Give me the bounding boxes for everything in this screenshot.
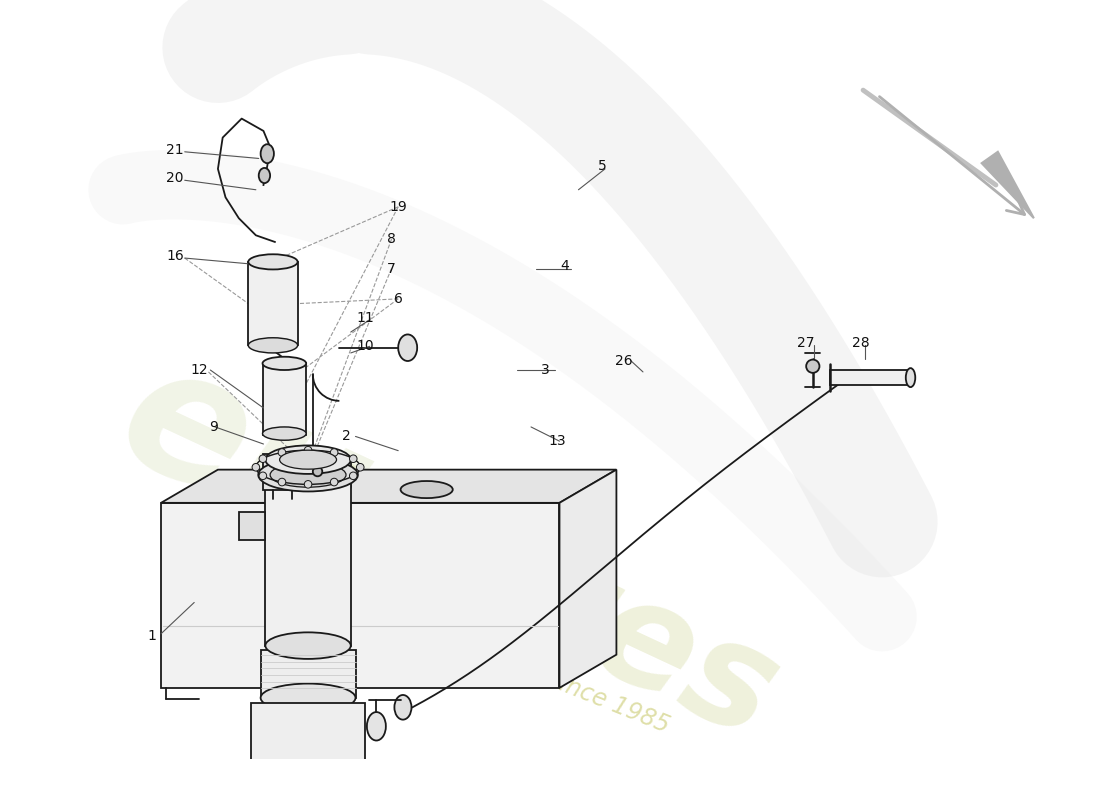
Ellipse shape <box>905 368 915 387</box>
Bar <box>251 702 365 778</box>
Text: 13: 13 <box>549 434 566 448</box>
Text: 16: 16 <box>166 249 184 263</box>
Bar <box>265 460 351 646</box>
Text: 12: 12 <box>190 363 208 377</box>
Ellipse shape <box>258 458 358 491</box>
Circle shape <box>806 359 820 373</box>
Polygon shape <box>981 152 1034 218</box>
Text: 19: 19 <box>389 200 407 214</box>
Ellipse shape <box>367 712 386 741</box>
Circle shape <box>356 463 364 471</box>
Text: a passion for parts since 1985: a passion for parts since 1985 <box>332 582 672 738</box>
Ellipse shape <box>258 168 271 183</box>
Ellipse shape <box>271 462 346 487</box>
Text: 27: 27 <box>798 337 815 350</box>
Text: 3: 3 <box>541 363 550 377</box>
Circle shape <box>252 463 260 471</box>
Bar <box>264 454 312 490</box>
Text: euro: euro <box>94 325 588 681</box>
Text: 1: 1 <box>147 629 156 642</box>
Ellipse shape <box>263 357 306 370</box>
Circle shape <box>350 472 358 480</box>
Ellipse shape <box>400 481 453 498</box>
Text: 26: 26 <box>615 354 632 367</box>
Text: 20: 20 <box>166 171 184 186</box>
Ellipse shape <box>261 683 355 712</box>
Text: 5: 5 <box>597 159 606 173</box>
Ellipse shape <box>395 695 411 720</box>
Circle shape <box>350 455 358 462</box>
Ellipse shape <box>261 144 274 163</box>
Ellipse shape <box>249 254 298 270</box>
Circle shape <box>305 481 312 488</box>
Ellipse shape <box>276 476 340 497</box>
Bar <box>239 512 265 540</box>
Ellipse shape <box>279 450 337 469</box>
Bar <box>263 363 306 434</box>
Ellipse shape <box>265 446 351 474</box>
Text: 6: 6 <box>394 292 403 306</box>
Text: spares: spares <box>243 409 800 768</box>
Circle shape <box>278 478 286 486</box>
Ellipse shape <box>249 338 298 353</box>
Ellipse shape <box>265 472 351 501</box>
Text: 11: 11 <box>356 311 374 325</box>
Circle shape <box>305 446 312 454</box>
Ellipse shape <box>265 632 351 659</box>
Text: 7: 7 <box>387 262 396 275</box>
Circle shape <box>260 472 266 480</box>
Circle shape <box>330 478 338 486</box>
Text: 28: 28 <box>852 337 870 350</box>
Circle shape <box>312 466 322 476</box>
Bar <box>829 370 911 385</box>
Bar <box>249 262 298 346</box>
Ellipse shape <box>398 334 417 361</box>
Polygon shape <box>161 470 616 503</box>
Polygon shape <box>560 470 616 688</box>
Bar <box>161 503 560 688</box>
Circle shape <box>330 449 338 456</box>
Text: 4: 4 <box>560 258 569 273</box>
Text: 2: 2 <box>342 430 351 443</box>
Text: 9: 9 <box>209 420 218 434</box>
Circle shape <box>260 455 266 462</box>
Circle shape <box>278 449 286 456</box>
Bar <box>261 650 355 698</box>
Text: 10: 10 <box>356 339 374 354</box>
Text: 8: 8 <box>387 232 396 246</box>
Text: 21: 21 <box>166 143 184 157</box>
Ellipse shape <box>263 427 306 440</box>
